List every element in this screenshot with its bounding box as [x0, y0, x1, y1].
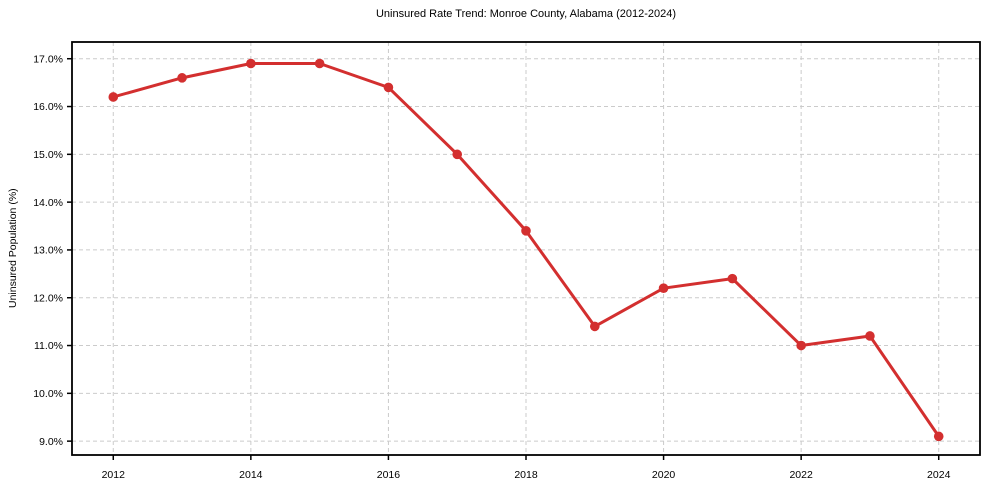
- data-point: [865, 331, 875, 341]
- x-tick-label: 2012: [102, 469, 126, 481]
- data-point: [521, 226, 531, 236]
- x-tick-label: 2022: [789, 469, 813, 481]
- y-tick-label: 15.0%: [33, 149, 63, 161]
- y-tick-label: 13.0%: [33, 245, 63, 257]
- data-point: [108, 92, 119, 102]
- y-tick-label: 14.0%: [33, 197, 63, 209]
- data-point: [246, 58, 256, 69]
- data-point: [177, 73, 187, 83]
- data-point: [727, 273, 738, 284]
- x-tick-label: 2024: [927, 469, 951, 481]
- x-tick-label: 2014: [239, 469, 263, 481]
- data-point: [314, 58, 325, 69]
- y-tick-label: 12.0%: [33, 292, 63, 304]
- data-point: [589, 321, 600, 332]
- data-point: [452, 149, 463, 160]
- y-tick-label: 10.0%: [33, 388, 63, 400]
- x-tick-label: 2018: [514, 469, 538, 481]
- y-tick-label: 17.0%: [33, 53, 63, 65]
- chart-title: Uninsured Rate Trend: Monroe County, Ala…: [375, 8, 677, 20]
- data-point: [383, 82, 394, 93]
- x-tick-label: 2016: [377, 469, 401, 481]
- x-tick-label: 2020: [652, 469, 676, 481]
- y-tick-label: 11.0%: [34, 340, 63, 352]
- data-point: [658, 283, 669, 293]
- data-point: [933, 431, 944, 442]
- data-point: [796, 340, 806, 351]
- y-tick-label: 9.0%: [39, 436, 63, 448]
- y-tick-label: 16.0%: [33, 101, 63, 113]
